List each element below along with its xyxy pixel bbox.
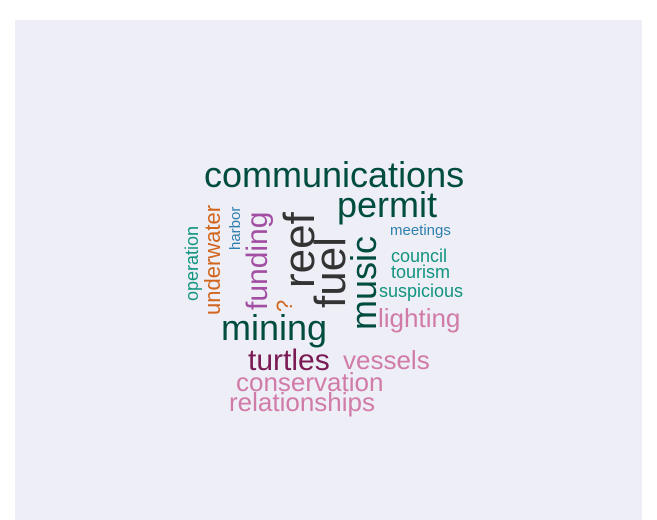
word-relationships: relationships	[229, 387, 375, 417]
word-harbor: harbor	[227, 207, 244, 250]
word-meetings: meetings	[390, 222, 451, 239]
word-reef: reef	[275, 211, 324, 288]
word-vessels: vessels	[343, 345, 430, 375]
word-council: council	[391, 246, 447, 266]
word-mining: mining	[221, 307, 327, 348]
word-music: music	[343, 236, 384, 330]
word-fuel: fuel	[306, 237, 355, 308]
word-question-mark: ?	[272, 300, 297, 312]
word-operation: operation	[182, 226, 202, 301]
word-permit: permit	[337, 184, 437, 225]
word-underwater: underwater	[200, 205, 225, 315]
word-suspicious: suspicious	[379, 281, 463, 301]
word-communications: communications	[204, 154, 464, 195]
word-turtles: turtles	[248, 344, 330, 377]
word-tourism: tourism	[391, 262, 450, 282]
word-conservation: conservation	[236, 367, 383, 397]
word-funding: funding	[241, 212, 274, 310]
word-lighting: lighting	[378, 303, 460, 333]
plot-panel	[15, 20, 642, 520]
